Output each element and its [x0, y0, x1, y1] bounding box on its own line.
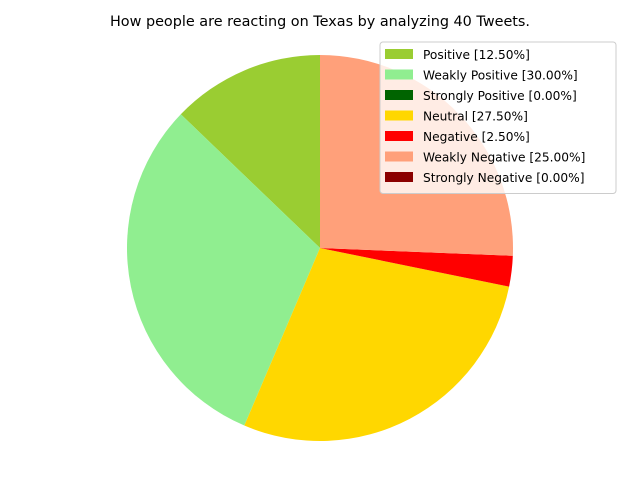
legend-frame [379, 41, 617, 194]
legend-label-1: Weakly Positive [30.00%] [423, 69, 578, 83]
legend-swatch-0 [385, 49, 413, 59]
legend-label-2: Strongly Positive [0.00%] [423, 89, 577, 103]
legend-swatch-6 [385, 172, 413, 182]
legend-label-0: Positive [12.50%] [423, 48, 530, 62]
legend-label-4: Negative [2.50%] [423, 130, 530, 144]
pie-slice-4 [320, 248, 513, 287]
pie-slice-3 [244, 248, 510, 441]
legend-label-6: Strongly Negative [0.00%] [423, 171, 584, 185]
pie-slice-1 [127, 114, 320, 426]
legend: Positive [12.50%] Weakly Positive [30.00%… [379, 41, 617, 194]
legend-label-5: Weakly Negative [25.00%] [423, 151, 585, 165]
pie-slice-0 [180, 55, 320, 248]
legend-swatch-5 [385, 151, 413, 162]
legend-swatch-3 [385, 110, 413, 121]
legend-swatch-2 [385, 90, 413, 100]
legend-swatch-1 [385, 69, 413, 80]
chart-title: How people are reacting on Texas by anal… [110, 14, 530, 30]
legend-swatch-4 [385, 131, 413, 141]
legend-label-3: Neutral [27.50%] [423, 110, 528, 124]
